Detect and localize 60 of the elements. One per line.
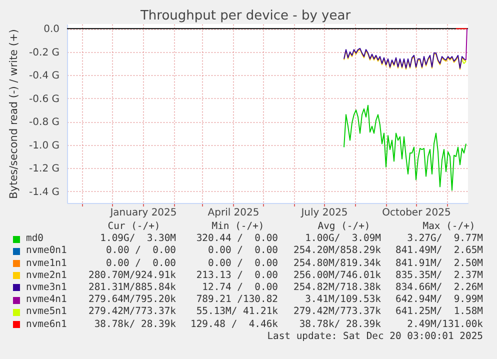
y-tick-label: -0.6 G [29,94,60,105]
text: 2.49M/131.00k [406,318,483,331]
text: 0.00 / 0.00 [105,258,176,270]
text: 254.20M/858.29k [292,245,381,258]
text: 38.78k/ 28.39k [93,318,176,331]
text: 841.91M/ 2.50M [394,258,483,270]
text: 642.94M/ 9.99M [394,294,483,306]
text: Last update: Sat Dec 20 03:00:01 2025 [266,330,483,343]
text: Avg (-/+) [316,221,372,234]
legend-label: nvme5n1 [26,306,67,319]
text: 0.00 / 0.00 [105,245,176,258]
text: 1.00G/ 3.09M [304,233,381,246]
text: Cur (-/+) [106,221,162,234]
text: 0.00 / 0.00 [207,258,278,270]
text: 279.42M/773.37k [292,306,381,319]
legend-label: nvme0n1 [26,245,67,258]
text: Min (-/+) [210,221,266,234]
text: 3.27G/ 9.77M [406,233,483,246]
y-tick-label: -1.2 G [29,164,60,175]
text: 12.74 / 0.00 [201,282,278,294]
text: 55.13M/ 41.21k [195,306,278,319]
text: 835.35M/ 2.37M [394,270,483,282]
text: 279.42M/773.37k [88,306,176,319]
text: 1.09G/ 3.30M [99,233,176,246]
legend-label: nvme6n1 [26,318,67,331]
x-tick-label: October 2025 [382,208,451,218]
line-series [344,104,466,191]
text: 254.82M/718.38k [292,282,381,294]
y-tick-label: 0.0 [44,24,60,36]
y-tick-label: -1.0 G [29,140,60,152]
legend-label: nvme1n1 [26,258,67,270]
y-tick-label: -0.2 G [29,47,60,58]
text: 279.64M/795.20k [88,294,176,306]
text: 841.49M/ 2.65M [394,245,483,258]
y-tick-label: -0.8 G [29,117,60,128]
text: 281.31M/885.84k [88,282,176,294]
text: 3.41M/109.53k [304,294,381,306]
y-tick-label: -1.4 G [29,186,60,198]
chart-title: Throughput per device - by year [139,8,352,24]
x-tick-label: April 2025 [208,208,260,218]
text: 38.78k/ 28.39k [298,318,381,331]
legend-label: md0 [26,233,44,246]
legend-label: nvme4n1 [26,294,67,306]
text: 320.44 / 0.00 [195,233,278,246]
text: 789.21 /130.82 [195,294,278,306]
text: 641.25M/ 1.58M [394,306,483,319]
text: 256.00M/746.01k [292,270,381,282]
legend-label: nvme2n1 [26,270,67,282]
text: Max (-/+) [422,221,476,234]
y-axis-title: Bytes/second read (-) / write (+) [8,29,20,199]
text: 0.00 / 0.00 [207,245,278,258]
legend-label: nvme3n1 [26,282,67,294]
text: 280.70M/924.91k [88,270,176,282]
y-tick-label: -0.4 G [29,70,60,82]
text: 834.66M/ 2.26M [394,282,483,294]
text: 129.48 / 4.46k [190,318,278,331]
text: 254.80M/819.34k [292,258,381,270]
x-tick-label: January 2025 [109,208,177,218]
x-tick-label: July 2025 [300,208,348,218]
text: 213.13 / 0.00 [195,270,278,282]
